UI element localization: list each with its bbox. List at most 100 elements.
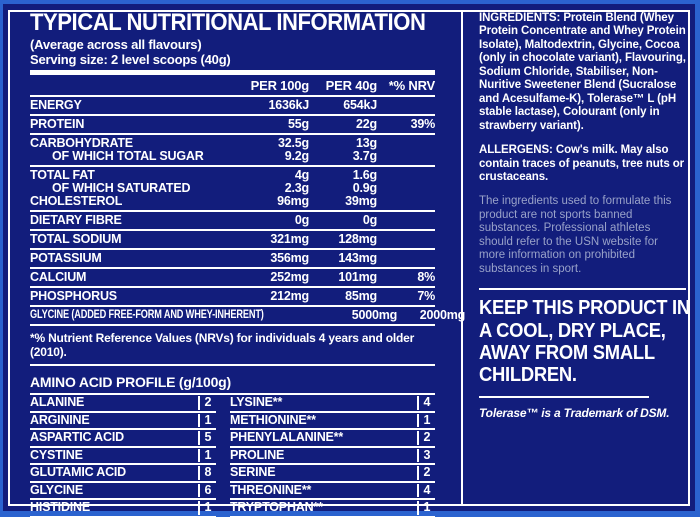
nutrient-name: DIETARY FIBRE [30, 213, 122, 228]
value-per-100g: 9.2g [284, 149, 309, 164]
nutrient-name: GLYCINE (ADDED FREE-FORM AND WHEY-INHERE… [30, 309, 264, 322]
value-per-40g: 654kJ [343, 98, 377, 113]
amino-acid-profile-title: AMINO ACID PROFILE (g/100g) [30, 374, 435, 396]
subtitle-flavours: (Average across all flavours) [30, 37, 202, 52]
amino-row: HISTIDINE 1 [30, 500, 216, 517]
nutrition-row: TOTAL SODIUM 321mg 128mg [30, 233, 435, 246]
amino-value: 4 [417, 396, 435, 410]
value-nrv: 8% [417, 270, 435, 285]
ingredients-label: INGREDIENTS: [479, 12, 561, 24]
nutrition-group: DIETARY FIBRE 0g 0g [30, 210, 435, 229]
amino-value: 5 [198, 431, 216, 445]
amino-value: 8 [198, 466, 216, 480]
table-top-rule [30, 70, 435, 76]
panel-divider [461, 10, 463, 506]
value-per-40g: 143mg [338, 251, 377, 266]
nutrition-group: PROTEIN 55g 22g 39% [30, 114, 435, 133]
amino-value: 2 [198, 396, 216, 410]
amino-name: ARGININE [30, 412, 90, 427]
value-per-100g: 356mg [270, 251, 309, 266]
nutrient-name: OF WHICH SATURATED [52, 181, 191, 196]
allergens-text: Cow's milk. May also contain traces of p… [479, 144, 685, 183]
nutrition-row: CHOLESTEROL 96mg 39mg [30, 195, 435, 208]
value-nrv [377, 137, 435, 150]
value-per-100g: 32.5g [278, 136, 309, 151]
amino-row: METHIONINE** 1 [230, 413, 435, 431]
value-nrv [377, 182, 435, 195]
nutrient-name: POTASSIUM [30, 251, 102, 266]
nutrition-row: CARBOHYDRATE 32.5g 13g [30, 137, 435, 150]
amino-row: LYSINE** 4 [230, 395, 435, 413]
ingredients-paragraph: INGREDIENTS: Protein Blend (Whey Protein… [479, 12, 686, 133]
storage-warning-line: AWAY FROM SMALL [479, 341, 655, 364]
label-background [3, 4, 695, 511]
amino-name: GLUTAMIC ACID [30, 465, 126, 480]
value-per-100g: 4g [294, 168, 309, 183]
amino-value: 6 [198, 483, 216, 498]
nutrition-row: PHOSPHORUS 212mg 85mg 7% [30, 290, 435, 303]
amino-name: TRYPTOPHAN** [230, 500, 323, 515]
nutrition-row: POTASSIUM 356mg 143mg [30, 252, 435, 265]
nutrition-group: CALCIUM 252mg 101mg 8% [30, 267, 435, 286]
nrv-footnote: *% Nutrient Reference Values (NRVs) for … [30, 331, 415, 360]
amino-value: 2 [417, 431, 435, 445]
nutrient-name: PROTEIN [30, 117, 85, 132]
amino-row: GLYCINE 6 [30, 483, 216, 501]
amino-row: CYSTINE 1 [30, 448, 216, 466]
value-per-100g: 0g [294, 213, 309, 228]
amino-name: THREONINE** [230, 482, 312, 497]
value-per-100g: 1636kJ [268, 98, 309, 113]
value-nrv [377, 99, 435, 112]
amino-row: GLUTAMIC ACID 8 [30, 465, 216, 483]
amino-name: PHENYLALANINE** [230, 430, 343, 445]
value-per-40g: 101mg [338, 270, 377, 285]
allergens-paragraph: ALLERGENS: Cow's milk. May also contain … [479, 144, 686, 184]
nutrient-name: CARBOHYDRATE [30, 136, 133, 151]
nutrient-name: TOTAL SODIUM [30, 232, 122, 247]
allergens-label: ALLERGENS: [479, 144, 553, 157]
nutrition-panel: TYPICAL NUTRITIONAL INFORMATION (Average… [30, 11, 465, 517]
value-per-40g: 3.7g [352, 149, 377, 164]
amino-column-left: ALANINE 2 ARGININE 1 ASPARTIC ACID 5 CYSTINE 1 G… [30, 395, 216, 517]
amino-row: PHENYLALANINE** 2 [230, 430, 435, 448]
nutrition-group: PHOSPHORUS 212mg 85mg 7% [30, 286, 435, 305]
header-spacer [30, 79, 234, 92]
label-frame-border [8, 10, 690, 506]
amino-value: 1 [417, 501, 435, 515]
value-per-40g: 128mg [338, 232, 377, 247]
nutrition-table-body: ENERGY 1636kJ 654kJ PROTEIN 55g 22g 39% CARBOHY… [30, 95, 465, 327]
value-nrv [377, 150, 435, 163]
nutrition-group: ENERGY 1636kJ 654kJ [30, 95, 435, 114]
value-per-40g: 85mg [345, 289, 377, 304]
value-nrv [377, 169, 435, 182]
warning-top-rule [479, 288, 686, 291]
nutrition-group: TOTAL SODIUM 321mg 128mg [30, 229, 435, 248]
nutrient-name: ENERGY [30, 98, 82, 113]
value-per-40g: 22g [356, 117, 377, 132]
amino-value: 3 [417, 448, 435, 463]
nutrition-row: DIETARY FIBRE 0g 0g [30, 214, 435, 227]
amino-value: 1 [198, 448, 216, 463]
value-nrv [377, 195, 435, 208]
amino-value: 4 [417, 483, 435, 498]
amino-row: SERINE 2 [230, 465, 435, 483]
sports-substances-note: The ingredients used to formulate this p… [479, 195, 672, 275]
amino-name: ALANINE [30, 395, 85, 410]
amino-column-right: LYSINE** 4 METHIONINE** 1 PHENYLALANINE** 2 PR… [230, 395, 435, 517]
amino-name: ASPARTIC ACID [30, 430, 124, 445]
nutrition-row: OF WHICH TOTAL SUGAR 9.2g 3.7g [30, 150, 435, 163]
amino-name: PROLINE [230, 447, 285, 462]
value-nrv [377, 233, 435, 246]
value-per-40g: 2000mg [419, 308, 466, 323]
nutrition-group: TOTAL FAT 4g 1.6g OF WHICH SATURATED 2.3g 0.9… [30, 165, 435, 210]
value-per-40g: 0.9g [352, 181, 377, 196]
nutrient-name: PHOSPHORUS [30, 289, 117, 304]
section-separator [30, 364, 435, 367]
amino-acid-table: ALANINE 2 ARGININE 1 ASPARTIC ACID 5 CYSTINE 1 G… [30, 395, 435, 517]
value-nrv: 39% [410, 117, 436, 132]
nutrition-row: CALCIUM 252mg 101mg 8% [30, 271, 435, 284]
value-per-100g: 96mg [277, 194, 309, 209]
value-per-100g: 2.3g [284, 181, 309, 196]
value-nrv [377, 252, 435, 265]
